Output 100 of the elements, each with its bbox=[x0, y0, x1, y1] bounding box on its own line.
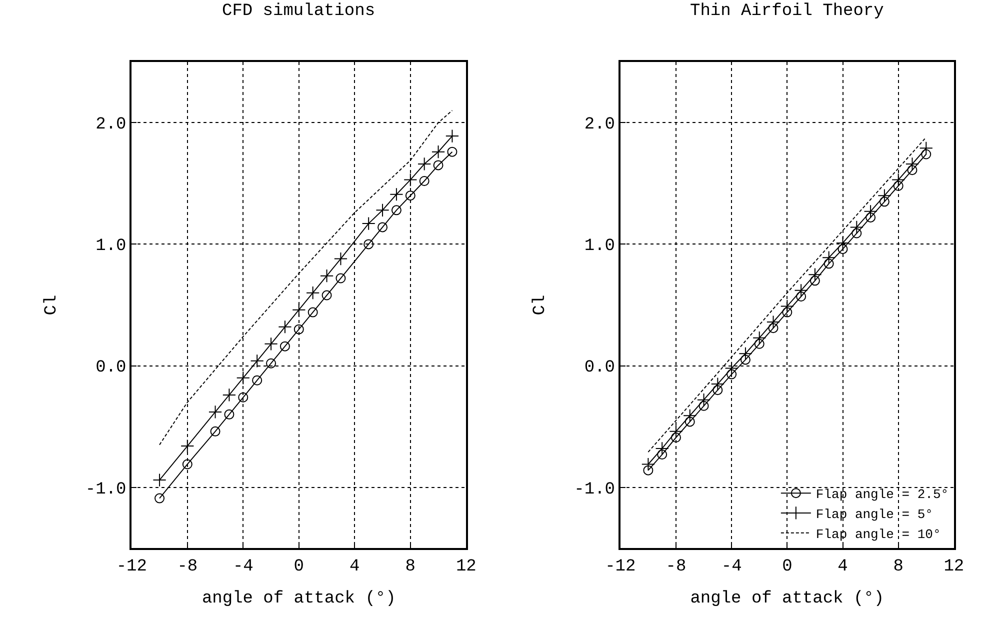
y-tick-label: 1.0 bbox=[584, 237, 615, 256]
point bbox=[892, 172, 906, 187]
point bbox=[810, 276, 820, 286]
point bbox=[696, 393, 711, 407]
point bbox=[266, 358, 276, 368]
point bbox=[447, 146, 458, 157]
x-tick-label: 0 bbox=[294, 558, 304, 577]
point bbox=[154, 493, 165, 504]
point bbox=[808, 268, 822, 282]
x-tick-label: 4 bbox=[838, 558, 848, 577]
point bbox=[364, 239, 374, 250]
y-tick-label: 1.0 bbox=[96, 237, 126, 256]
point bbox=[306, 286, 320, 300]
x-tick-label: -8 bbox=[177, 558, 198, 577]
y-tick-label: 2.0 bbox=[96, 116, 126, 135]
point bbox=[698, 400, 709, 411]
x-tick-label: 0 bbox=[782, 558, 792, 577]
point bbox=[308, 307, 318, 318]
point bbox=[796, 291, 806, 302]
y-tick-label: -1.0 bbox=[574, 480, 615, 500]
point bbox=[768, 323, 778, 334]
x-tick-label: 12 bbox=[944, 558, 964, 577]
point bbox=[419, 176, 430, 186]
point bbox=[405, 190, 416, 201]
point bbox=[794, 284, 808, 298]
point bbox=[893, 180, 904, 191]
point bbox=[404, 172, 418, 187]
point bbox=[391, 205, 402, 216]
y-axis-title: Cl bbox=[42, 294, 62, 316]
point bbox=[726, 369, 737, 380]
point bbox=[208, 405, 222, 419]
chart-title: CFD simulations bbox=[222, 2, 376, 21]
point bbox=[376, 203, 390, 217]
point bbox=[878, 188, 892, 202]
point bbox=[866, 212, 876, 222]
y-axis-title: Cl bbox=[531, 294, 550, 316]
x-tick-label: 8 bbox=[405, 558, 416, 577]
point bbox=[780, 299, 794, 314]
point bbox=[921, 149, 932, 160]
point bbox=[278, 320, 292, 334]
point bbox=[362, 216, 376, 230]
point bbox=[740, 354, 750, 365]
point bbox=[850, 220, 864, 234]
x-tick-label: -12 bbox=[116, 558, 147, 577]
x-tick-label: 12 bbox=[456, 558, 476, 577]
x-axis-title: angle of attack (°) bbox=[690, 589, 884, 608]
y-tick-label: 0.0 bbox=[96, 358, 126, 378]
legend-label: Flap angle = 2.5° bbox=[816, 487, 949, 502]
point bbox=[292, 303, 306, 317]
point bbox=[238, 392, 248, 402]
x-tick-label: -12 bbox=[605, 558, 636, 577]
y-tick-label: 2.0 bbox=[584, 116, 615, 135]
point bbox=[280, 341, 290, 352]
point bbox=[710, 377, 724, 391]
chart-title: Thin Airfoil Theory bbox=[690, 2, 884, 21]
legend-label: Flap angle = 10° bbox=[816, 526, 941, 542]
point bbox=[655, 442, 669, 456]
point bbox=[418, 157, 432, 171]
point bbox=[738, 346, 752, 360]
point bbox=[643, 465, 654, 476]
point bbox=[752, 331, 766, 345]
point bbox=[252, 375, 262, 386]
point bbox=[684, 416, 695, 427]
point bbox=[838, 244, 848, 254]
x-axis-title: angle of attack (°) bbox=[202, 589, 396, 608]
point bbox=[822, 250, 836, 264]
point bbox=[907, 165, 918, 176]
x-tick-label: -4 bbox=[232, 558, 254, 577]
point bbox=[378, 222, 388, 232]
y-tick-label: 0.0 bbox=[584, 358, 615, 378]
point bbox=[782, 307, 792, 318]
point bbox=[320, 269, 334, 283]
point bbox=[824, 258, 834, 269]
point bbox=[754, 338, 764, 349]
y-tick-label: -1.0 bbox=[85, 480, 126, 500]
point bbox=[431, 145, 446, 159]
point bbox=[852, 228, 862, 238]
point bbox=[657, 450, 668, 460]
point bbox=[224, 409, 234, 420]
point bbox=[864, 204, 878, 218]
x-tick-label: -8 bbox=[666, 558, 686, 577]
x-tick-label: -4 bbox=[721, 558, 742, 577]
point bbox=[222, 388, 236, 402]
point bbox=[250, 354, 264, 368]
point bbox=[390, 188, 404, 202]
point bbox=[322, 290, 332, 300]
point bbox=[152, 473, 166, 487]
point bbox=[670, 432, 681, 442]
point bbox=[905, 157, 920, 171]
point bbox=[683, 408, 697, 422]
x-tick-label: 4 bbox=[350, 558, 360, 577]
point bbox=[669, 424, 683, 438]
legend-label: Flap angle = 5° bbox=[816, 507, 933, 522]
x-tick-label: 8 bbox=[893, 558, 904, 577]
point bbox=[236, 371, 250, 385]
point bbox=[210, 426, 220, 436]
point bbox=[724, 361, 738, 376]
point bbox=[182, 459, 192, 470]
point bbox=[433, 160, 444, 170]
point bbox=[836, 236, 850, 250]
